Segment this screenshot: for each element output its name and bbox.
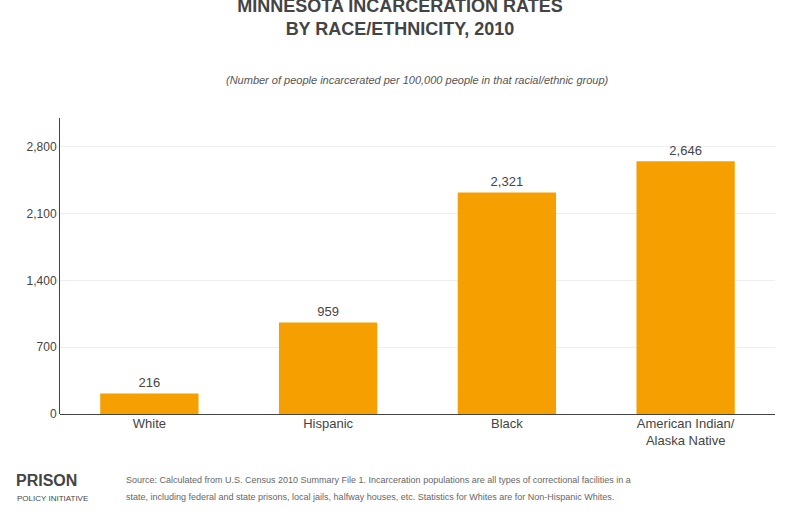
svg-text:White: White xyxy=(133,416,166,431)
svg-text:MINNESOTA INCARCERATION RATESB: MINNESOTA INCARCERATION RATESBY RACE/ETH… xyxy=(237,0,562,39)
svg-text:Black: Black xyxy=(491,416,523,431)
svg-text:0: 0 xyxy=(50,407,57,421)
svg-text:American Indian/Alaska Native: American Indian/Alaska Native xyxy=(637,416,735,448)
svg-text:1,400: 1,400 xyxy=(27,274,57,288)
svg-text:2,646: 2,646 xyxy=(669,143,702,158)
svg-text:Hispanic: Hispanic xyxy=(303,416,353,431)
svg-text:2,100: 2,100 xyxy=(27,207,57,221)
svg-text:2,321: 2,321 xyxy=(491,174,524,189)
svg-text:2,800: 2,800 xyxy=(27,140,57,154)
svg-text:(Number of people incarcerated: (Number of people incarcerated per 100,0… xyxy=(226,74,609,86)
svg-text:POLICY INITIATIVE: POLICY INITIATIVE xyxy=(17,494,88,503)
svg-text:700: 700 xyxy=(37,340,57,354)
svg-text:state, including federal and s: state, including federal and state priso… xyxy=(126,492,614,502)
svg-text:Source: Calculated from U.S. C: Source: Calculated from U.S. Census 2010… xyxy=(126,475,631,485)
svg-text:216: 216 xyxy=(139,375,161,390)
svg-text:PRISON: PRISON xyxy=(16,472,77,489)
svg-text:959: 959 xyxy=(317,304,339,319)
